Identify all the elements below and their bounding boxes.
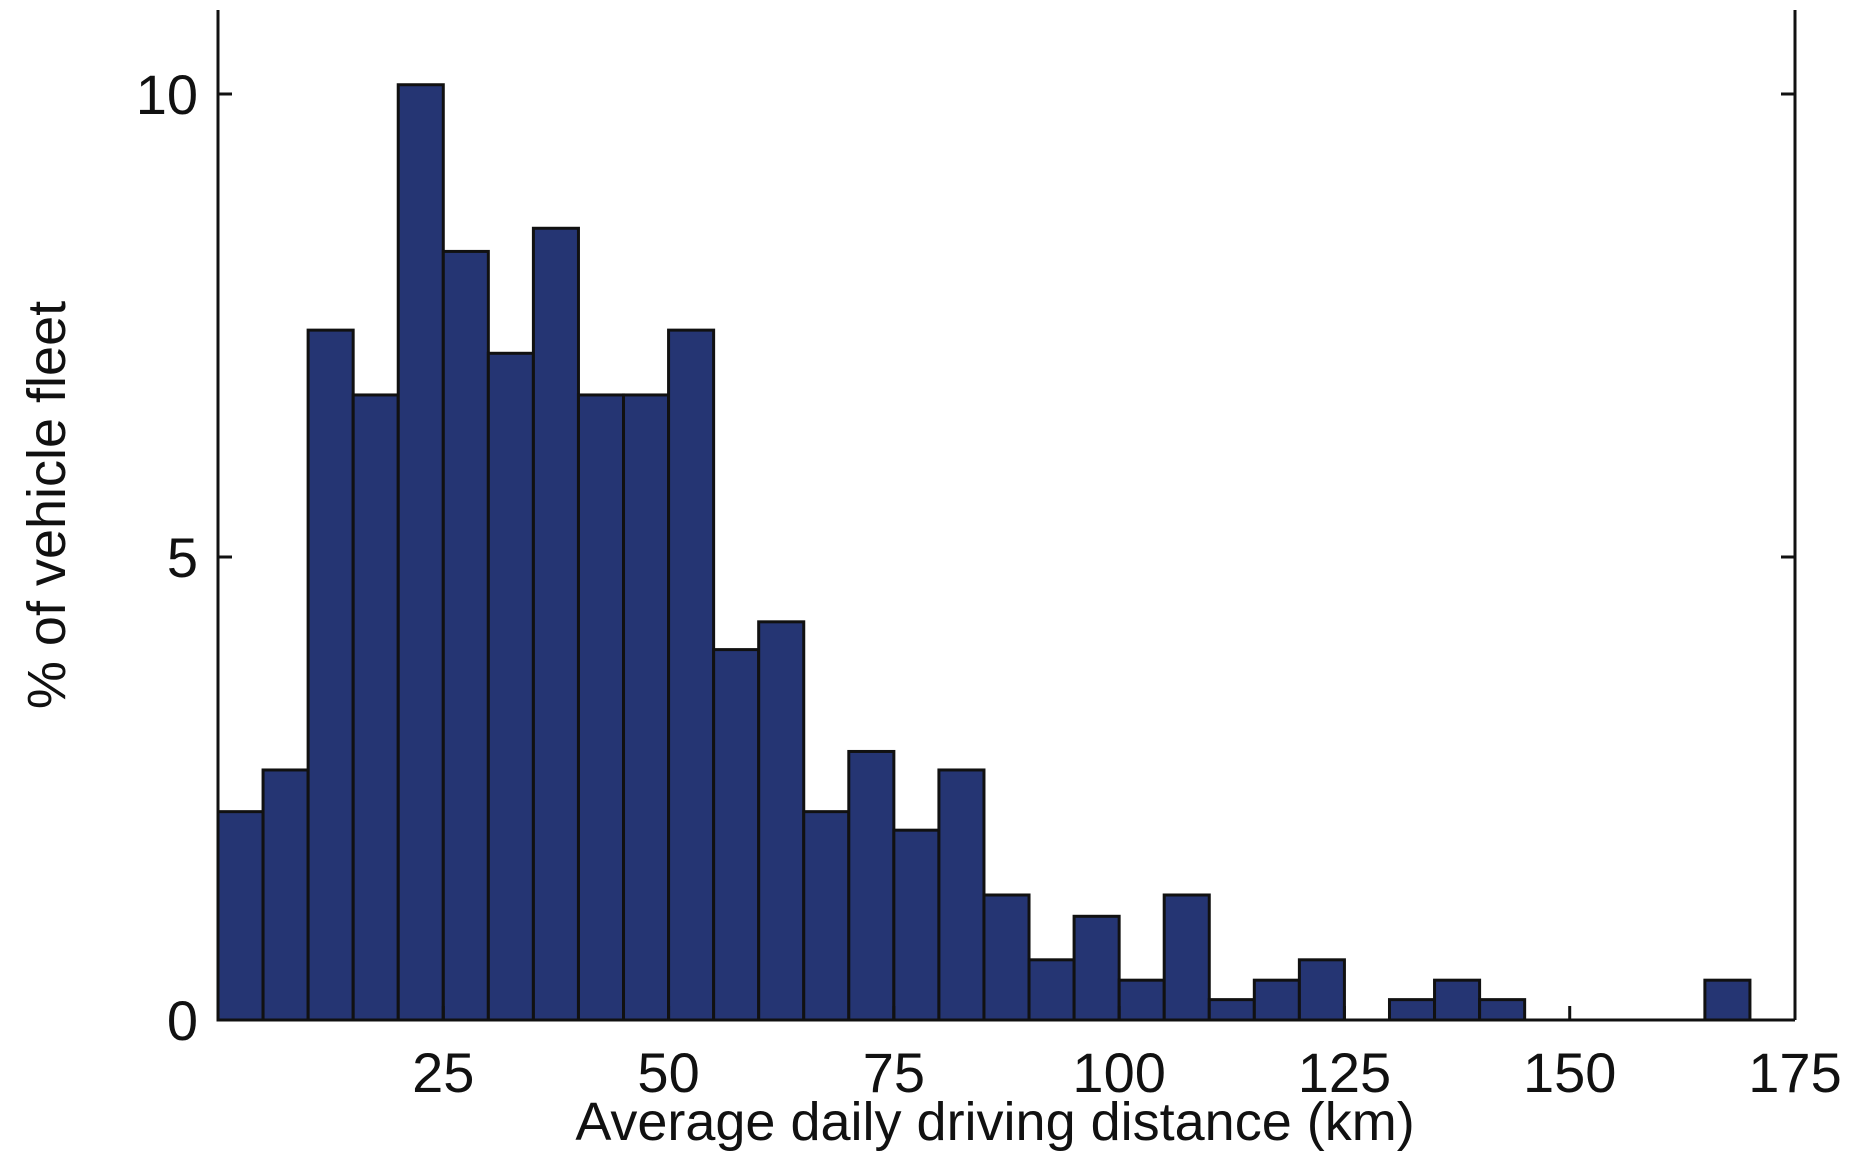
histogram-bar-21 xyxy=(1162,893,1211,1022)
histogram-bar-22 xyxy=(1207,998,1256,1022)
histogram-bar-1 xyxy=(261,768,310,1022)
histogram-bar-14 xyxy=(847,749,896,1022)
histogram-bar-8 xyxy=(576,393,626,1022)
histogram-bar-2 xyxy=(306,328,355,1022)
x-tick-label-6: 175 xyxy=(1748,1041,1841,1104)
x-tick-label-3: 100 xyxy=(1072,1041,1165,1104)
ticks-layer: 25 50 75 100 125 150 175 0 5 10 xyxy=(136,63,1842,1104)
histogram-bar-15 xyxy=(892,828,941,1022)
histogram-bar-9 xyxy=(622,393,671,1022)
x-tick-label-0: 25 xyxy=(412,1041,474,1104)
histogram-bar-16 xyxy=(937,768,986,1022)
histogram-bar-17 xyxy=(982,893,1031,1022)
histogram-bar-7 xyxy=(531,226,580,1022)
x-tick-label-1: 50 xyxy=(637,1041,699,1104)
x-tick-label-2: 75 xyxy=(863,1041,925,1104)
y-tick-label-2: 10 xyxy=(136,63,198,126)
histogram-bar-23 xyxy=(1252,978,1301,1022)
histogram-bar-10 xyxy=(667,328,716,1022)
histogram-bar-12 xyxy=(757,620,806,1022)
histogram-bar-5 xyxy=(441,249,490,1022)
histogram-bar-33 xyxy=(1703,978,1752,1022)
y-tick-label-1: 5 xyxy=(167,526,198,589)
x-tick-label-5: 150 xyxy=(1523,1041,1616,1104)
y-axis-title: % of vehicle fleet xyxy=(17,301,77,709)
histogram-bar-20 xyxy=(1117,978,1166,1022)
histogram-bar-4 xyxy=(396,83,445,1022)
histogram-bar-3 xyxy=(351,393,400,1022)
x-tick-label-4: 125 xyxy=(1298,1041,1391,1104)
histogram-bar-18 xyxy=(1027,958,1076,1022)
y-tick-label-0: 0 xyxy=(167,989,198,1052)
histogram-bar-11 xyxy=(712,648,761,1022)
x-axis-title: Average daily driving distance (km) xyxy=(575,1092,1414,1152)
histogram-bar-0 xyxy=(216,810,265,1022)
histogram-bar-6 xyxy=(486,351,535,1022)
histogram-bar-19 xyxy=(1072,914,1121,1022)
bars-layer xyxy=(216,83,1752,1022)
histogram-bar-24 xyxy=(1297,958,1346,1022)
histogram-bar-13 xyxy=(802,810,851,1022)
axes-layer xyxy=(216,10,1797,1022)
histogram-bar-28 xyxy=(1478,998,1527,1022)
histogram-bar-26 xyxy=(1387,998,1437,1022)
histogram-bar-27 xyxy=(1433,978,1482,1022)
